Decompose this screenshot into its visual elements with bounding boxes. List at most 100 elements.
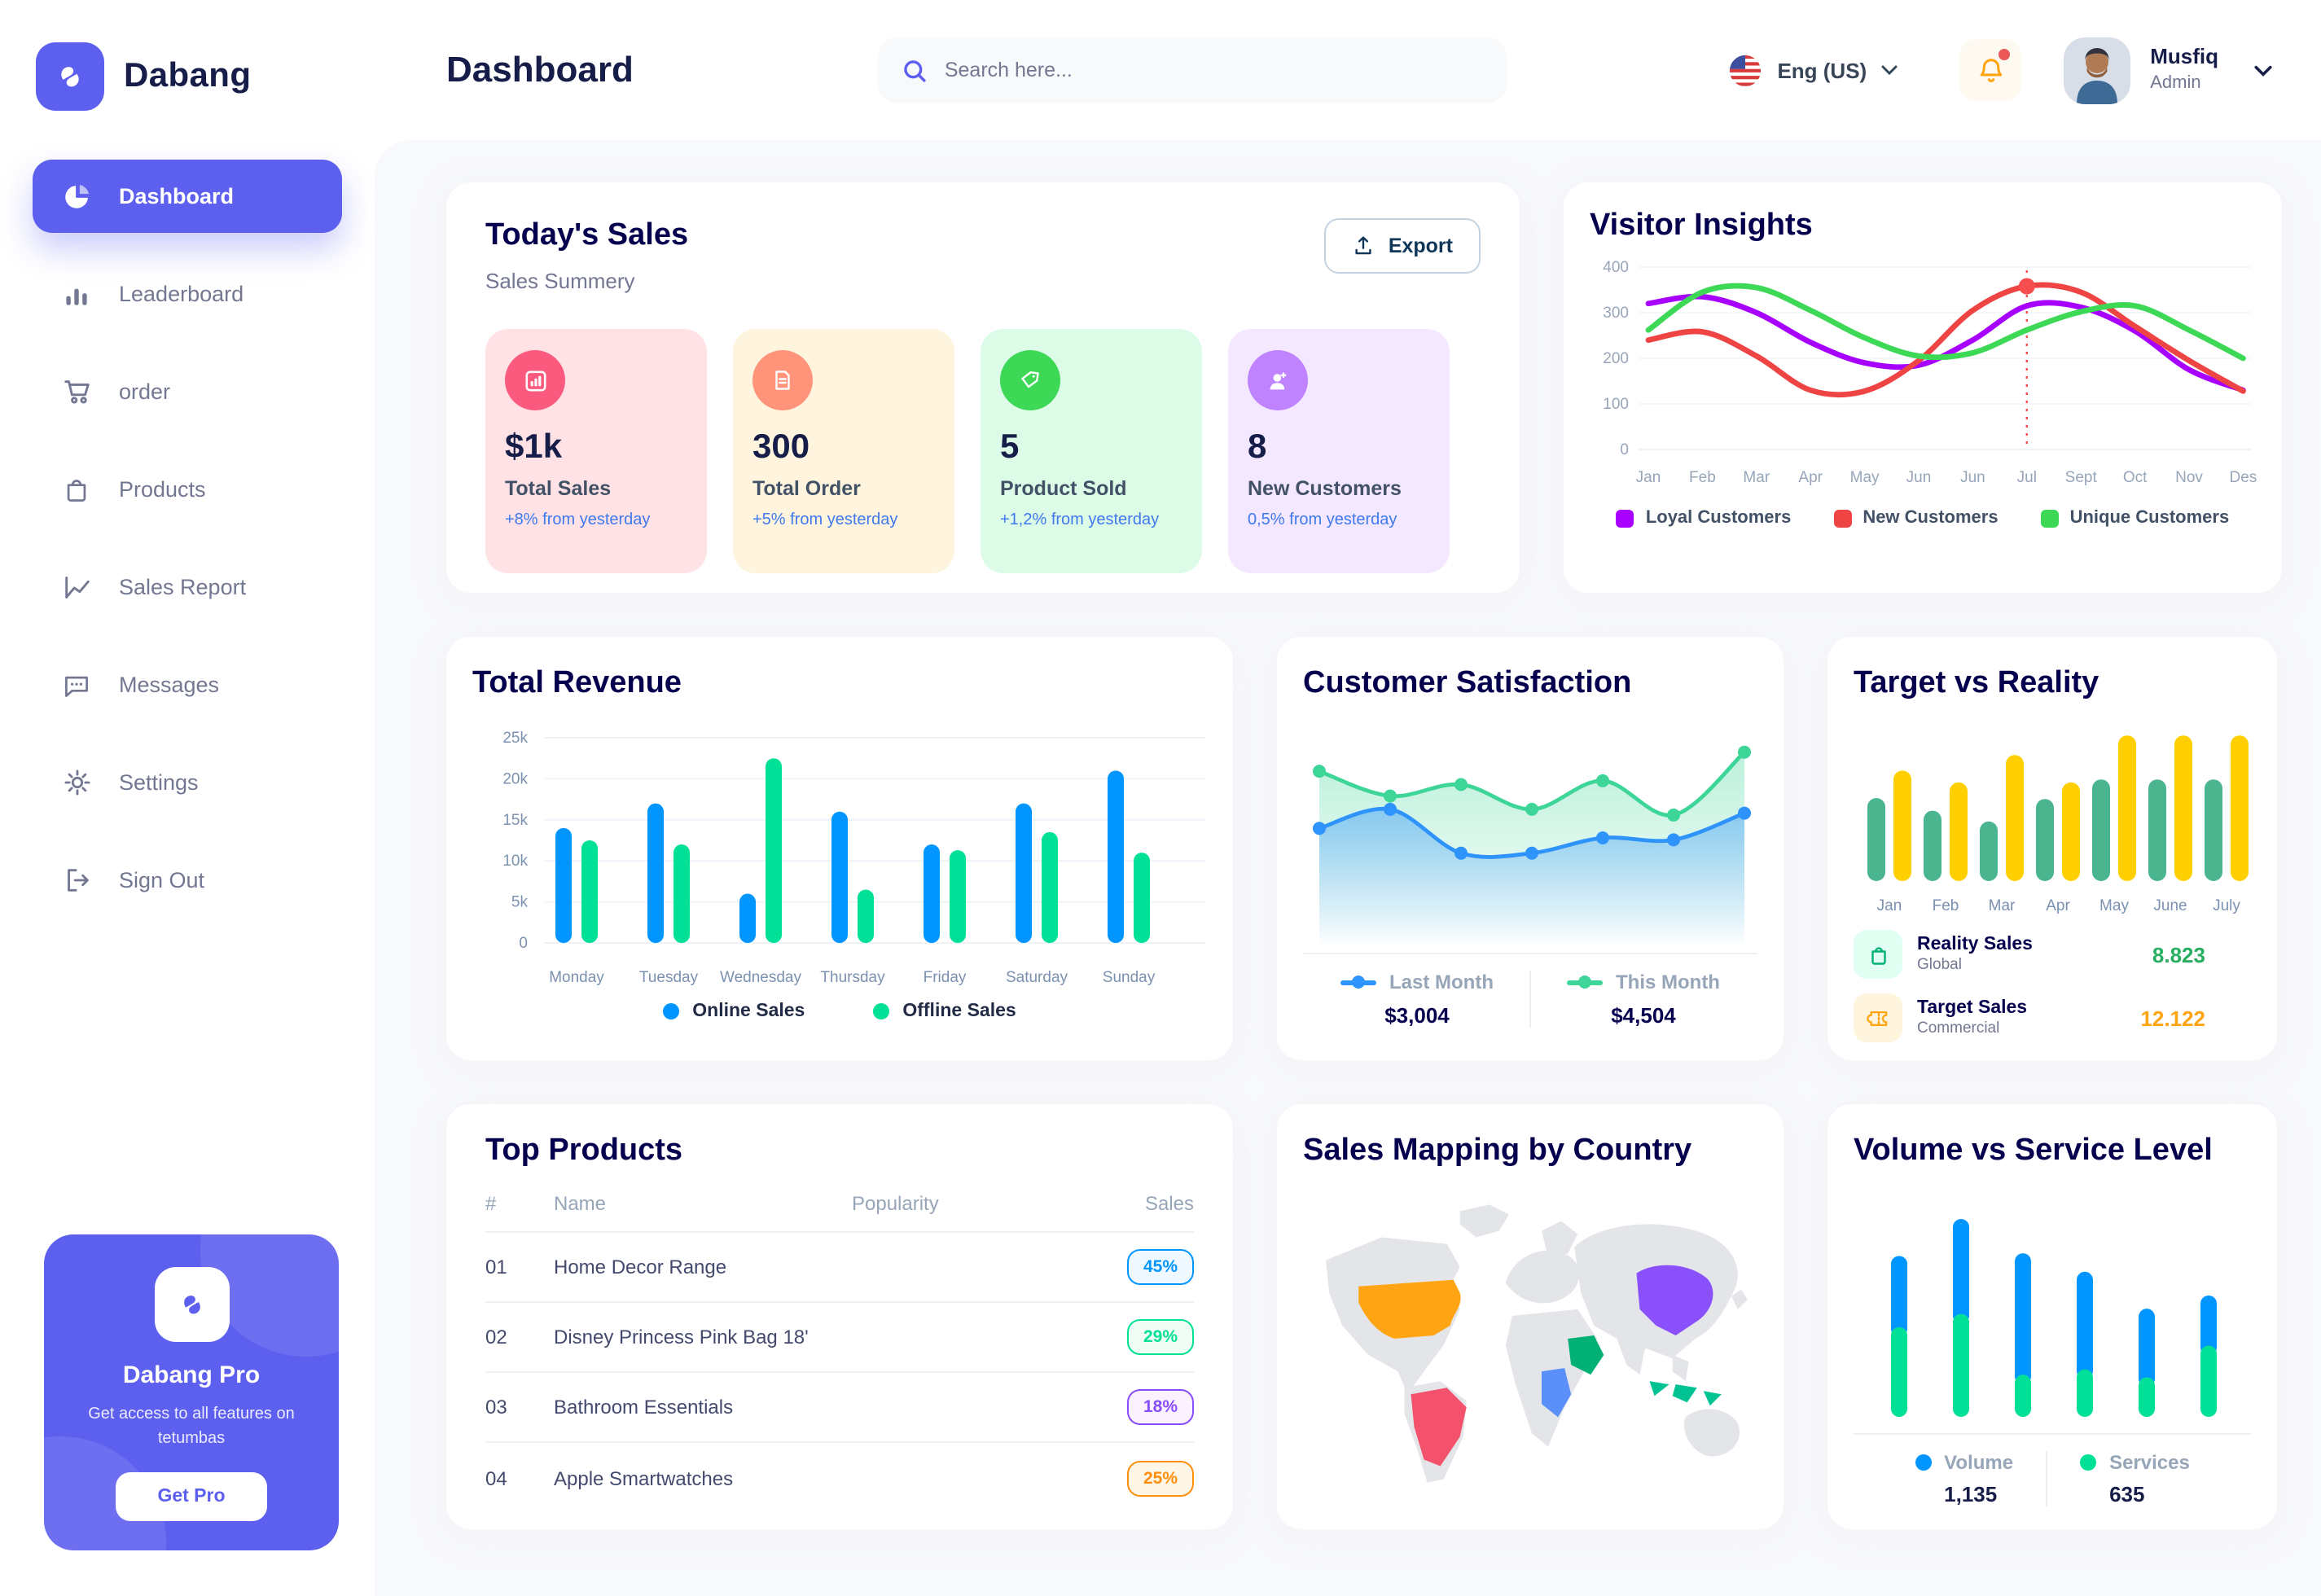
svg-text:25k: 25k	[502, 730, 528, 747]
brand-logo-icon	[36, 42, 104, 111]
legend-label: Services	[2109, 1451, 2190, 1474]
pro-upgrade-card: Dabang Pro Get access to all features on…	[44, 1234, 339, 1550]
target-vs-reality-card: Target vs Reality Jan Feb Mar Apr May June Jul…	[1826, 635, 2279, 1062]
svg-text:Thursday: Thursday	[820, 969, 885, 986]
todays-sales-title: Today's Sales	[485, 218, 689, 252]
legend-sublabel: Commercial	[1917, 1019, 2000, 1038]
svg-text:Monday: Monday	[549, 969, 604, 986]
sidebar-item-label: Sign Out	[119, 868, 205, 892]
target-vs-reality-legend: Reality Sales Global 8.823 Target Sales	[1854, 930, 2251, 1042]
svg-text:100: 100	[1603, 396, 1629, 413]
sidebar-item-settings[interactable]: Settings	[33, 746, 342, 819]
cart-icon	[60, 375, 93, 408]
language-selector[interactable]: Eng (US)	[1728, 53, 1898, 87]
country-dr-congo	[1542, 1368, 1572, 1418]
country-indonesia	[1649, 1381, 1722, 1406]
export-button[interactable]: Export	[1324, 218, 1481, 274]
table-header: # Name Popularity Sales	[485, 1192, 1194, 1233]
country-brazil	[1411, 1388, 1467, 1467]
product-rank: 01	[485, 1256, 507, 1278]
sidebar-item-sign-out[interactable]: Sign Out	[33, 844, 342, 917]
legend-swatch	[2040, 509, 2059, 527]
user-role: Admin	[2150, 73, 2201, 94]
product-rank: 03	[485, 1396, 507, 1418]
legend-label: Unique Customers	[2069, 508, 2230, 528]
table-row: 02 Disney Princess Pink Bag 18' 29%	[485, 1303, 1194, 1373]
svg-text:Friday: Friday	[924, 969, 967, 986]
avatar[interactable]	[2064, 37, 2131, 103]
user-menu-chevron[interactable]	[2254, 64, 2272, 76]
avatar-photo	[2064, 37, 2131, 103]
visitor-insights-chart: 400 300 200 100 0 Jan Feb Mar Apr May Jun Jun Jul Sep…	[1590, 257, 2257, 505]
legend-dot	[1915, 1454, 1932, 1471]
sales-badge: 29%	[1126, 1319, 1194, 1355]
pro-title: Dabang Pro	[122, 1361, 261, 1389]
stat-label: Total Sales	[505, 477, 612, 500]
legend-row-reality: Reality Sales Global 8.823	[1854, 930, 2251, 979]
line-chart-icon	[60, 571, 93, 603]
legend-label: Last Month	[1389, 971, 1494, 993]
volume-service-title: Volume vs Service Level	[1854, 1133, 2213, 1168]
visitor-insights-legend: Loyal Customers New Customers Unique Cus…	[1590, 508, 2256, 528]
bar-chart-icon	[60, 278, 93, 310]
search-input[interactable]	[944, 59, 1484, 81]
sidebar-item-products[interactable]: Products	[33, 453, 342, 526]
country-china	[1636, 1265, 1713, 1335]
legend-label: Offline Sales	[902, 1002, 1016, 1021]
svg-text:0: 0	[1620, 441, 1629, 458]
notifications-button[interactable]	[1959, 39, 2022, 101]
stat-value: 8	[1248, 428, 1267, 466]
brand-name: Dabang	[124, 57, 252, 94]
legend-value: 12.122	[2140, 1006, 2205, 1030]
sidebar-item-leaderboard[interactable]: Leaderboard	[33, 257, 342, 331]
legend-sublabel: Global	[1917, 956, 1962, 975]
svg-text:June: June	[2153, 897, 2187, 914]
svg-text:Jun: Jun	[1906, 469, 1932, 486]
svg-text:Jan: Jan	[1877, 897, 1902, 914]
top-products-card: Top Products # Name Popularity Sales 01 …	[445, 1103, 1235, 1531]
brand-logo: Dabang	[36, 42, 375, 111]
total-revenue-chart: 0 5k 10k 15k 20k 25k Monday Tuesday Wednesday Thu…	[472, 712, 1207, 1002]
sidebar-item-order[interactable]: order	[33, 355, 342, 428]
sidebar-item-label: Leaderboard	[119, 282, 244, 306]
svg-text:10k: 10k	[502, 853, 528, 870]
legend-dot	[873, 1003, 890, 1019]
customer-satisfaction-legend: Last Month $3,004 This Month $4,504	[1303, 954, 1757, 1028]
sidebar-item-label: Dashboard	[119, 184, 235, 208]
stat-product-sold: 5 Product Sold +1,2% from yesterday	[981, 329, 1202, 573]
svg-text:200: 200	[1603, 350, 1629, 367]
chevron-down-icon	[2254, 64, 2272, 76]
sidebar-item-messages[interactable]: Messages	[33, 648, 342, 721]
svg-text:Sunday: Sunday	[1103, 969, 1156, 986]
legend-value: 635	[2109, 1482, 2145, 1506]
sidebar: Dabang Dashboard Leaderboard order	[0, 0, 375, 1596]
notification-dot	[1999, 49, 2011, 60]
export-label: Export	[1388, 235, 1453, 257]
svg-text:Nov: Nov	[2175, 469, 2203, 486]
sidebar-item-sales-report[interactable]: Sales Report	[33, 550, 342, 624]
stat-label: New Customers	[1248, 477, 1402, 500]
svg-text:Apr: Apr	[2046, 897, 2070, 914]
svg-text:Jan: Jan	[1636, 469, 1661, 486]
svg-text:Tuesday: Tuesday	[639, 969, 699, 986]
column-popularity: Popularity	[852, 1192, 939, 1215]
language-label: Eng (US)	[1777, 58, 1867, 82]
get-pro-button[interactable]: Get Pro	[115, 1472, 268, 1521]
stat-value: 5	[1000, 428, 1020, 466]
user-name: Musfiq	[2150, 44, 2218, 69]
sidebar-item-dashboard[interactable]: Dashboard	[33, 160, 342, 233]
legend-swatch	[1833, 509, 1852, 527]
page-title: Dashboard	[446, 49, 634, 90]
customer-satisfaction-card: Customer Satisfaction Last Month $3,004	[1275, 635, 1785, 1062]
sales-mapping-title: Sales Mapping by Country	[1303, 1133, 1692, 1168]
svg-text:Jun: Jun	[1960, 469, 1985, 486]
volume-service-card: Volume vs Service Level Volume 1,135 Ser…	[1826, 1103, 2279, 1531]
pro-subtitle: Get access to all features on tetumbas	[88, 1405, 295, 1448]
product-name: Disney Princess Pink Bag 18'	[554, 1326, 809, 1348]
visitor-insights-title: Visitor Insights	[1590, 208, 1813, 243]
tag-icon	[1000, 350, 1060, 410]
column-num: #	[485, 1192, 497, 1215]
column-name: Name	[554, 1192, 607, 1215]
user-plus-icon	[1248, 350, 1308, 410]
stat-total-sales: $1k Total Sales +8% from yesterday	[485, 329, 707, 573]
